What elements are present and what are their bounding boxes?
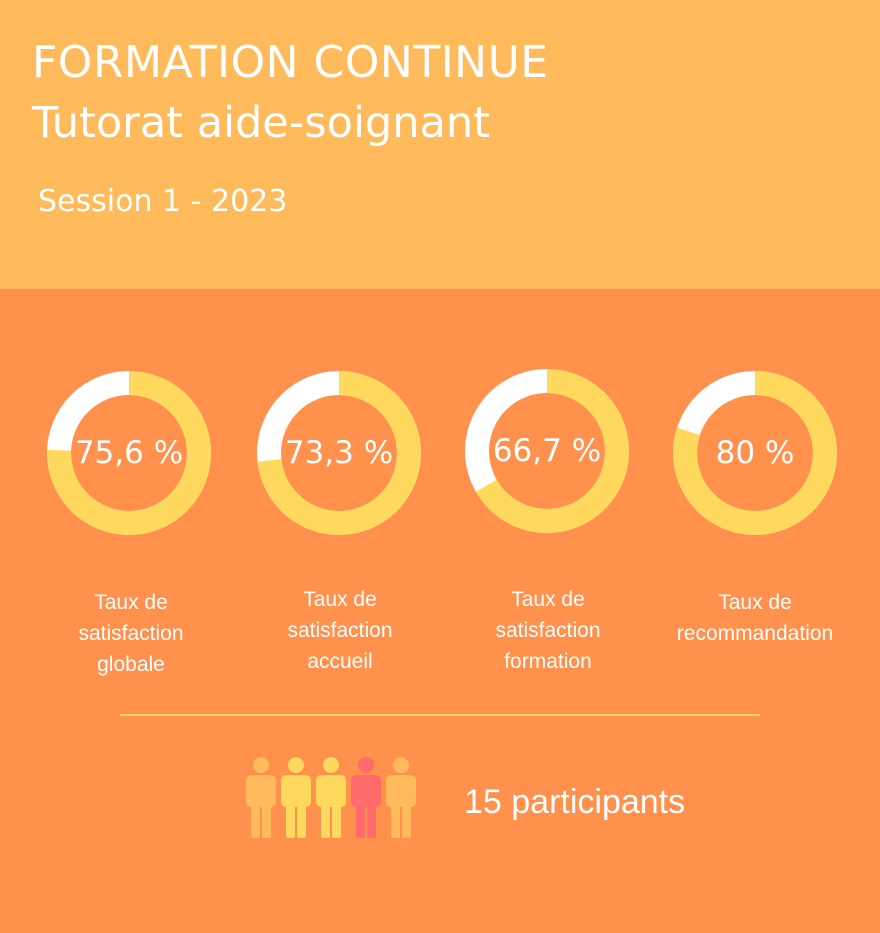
label-line: satisfaction [78, 622, 184, 645]
donut-satisfaction-accueil: 73,3 % [254, 368, 424, 538]
donut-value: 73,3 % [284, 435, 394, 471]
donut-chart [47, 371, 211, 535]
person-yellow-icon [316, 757, 346, 838]
label-satisfaction-accueil: Taux de satisfaction accueil [240, 584, 440, 677]
person-pink-icon [351, 757, 381, 838]
label-line: satisfaction [495, 619, 601, 642]
person-orange-icon [246, 757, 276, 838]
donut-value: 75,6 % [74, 435, 184, 471]
label-satisfaction-globale: Taux de satisfaction globale [31, 587, 231, 680]
donut-chart [465, 369, 629, 533]
donut-arc [257, 371, 421, 535]
participants-count: 15 participants [464, 783, 686, 821]
label-line: Taux de [94, 591, 168, 614]
label-line: globale [97, 653, 165, 676]
donut-arc [47, 371, 211, 535]
participants-icons [246, 757, 416, 838]
person-yellow-icon [281, 757, 311, 838]
donut-arc [465, 369, 629, 533]
label-line: Taux de [511, 588, 585, 611]
label-satisfaction-formation: Taux de satisfaction formation [448, 584, 648, 677]
header-banner: FORMATION CONTINUE Tutorat aide-soignant… [0, 0, 880, 289]
donut-arc [673, 371, 837, 535]
donut-chart [673, 371, 837, 535]
label-line: accueil [307, 650, 373, 673]
label-recommandation: Taux de recommandation [655, 587, 855, 649]
donut-satisfaction-globale: 75,6 % [44, 368, 214, 538]
label-line: satisfaction [287, 619, 393, 642]
person-orange-icon [386, 757, 416, 838]
label-line: Taux de [718, 591, 792, 614]
session-label: Session 1 - 2023 [38, 184, 288, 219]
page-subtitle: Tutorat aide-soignant [32, 98, 490, 148]
label-line: formation [504, 650, 592, 673]
label-line: Taux de [303, 588, 377, 611]
donut-value: 80 % [715, 435, 795, 471]
label-line: recommandation [676, 622, 834, 645]
donut-satisfaction-formation: 66,7 % [462, 366, 632, 536]
donut-recommandation: 80 % [670, 368, 840, 538]
donut-value: 66,7 % [492, 433, 602, 469]
donut-chart [257, 371, 421, 535]
divider [120, 714, 760, 716]
page-title: FORMATION CONTINUE [32, 37, 549, 88]
